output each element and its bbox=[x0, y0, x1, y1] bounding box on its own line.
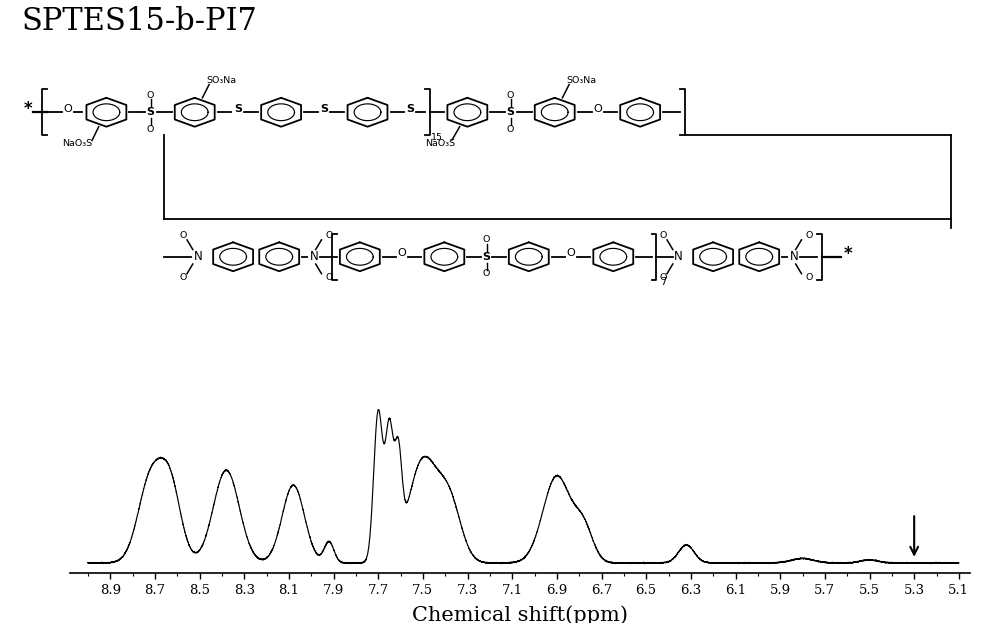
Text: O: O bbox=[180, 231, 187, 240]
Text: NaO₃S: NaO₃S bbox=[425, 139, 456, 148]
Text: O: O bbox=[483, 235, 490, 244]
Text: SPTES15-b-PI7: SPTES15-b-PI7 bbox=[22, 6, 258, 37]
Text: *: * bbox=[23, 100, 32, 118]
Text: O: O bbox=[325, 231, 333, 240]
Text: N: N bbox=[309, 250, 318, 264]
Text: N: N bbox=[789, 250, 798, 264]
Text: O: O bbox=[660, 273, 667, 282]
Text: O: O bbox=[398, 248, 406, 258]
Text: S: S bbox=[234, 104, 242, 114]
Text: N: N bbox=[194, 250, 203, 264]
Text: O: O bbox=[180, 273, 187, 282]
Text: O: O bbox=[325, 273, 333, 282]
Text: O: O bbox=[147, 91, 154, 100]
Text: S: S bbox=[507, 107, 515, 117]
Text: SO₃Na: SO₃Na bbox=[567, 77, 597, 85]
Text: SO₃Na: SO₃Na bbox=[207, 77, 237, 85]
Text: O: O bbox=[483, 269, 490, 278]
Text: S: S bbox=[147, 107, 155, 117]
X-axis label: Chemical shift(ppm): Chemical shift(ppm) bbox=[412, 605, 628, 623]
Text: 15: 15 bbox=[431, 133, 443, 142]
Text: S: S bbox=[407, 104, 415, 114]
Text: 7: 7 bbox=[660, 277, 666, 287]
Text: S: S bbox=[483, 252, 491, 262]
Text: N: N bbox=[674, 250, 683, 264]
Text: O: O bbox=[805, 273, 813, 282]
Text: O: O bbox=[64, 103, 72, 113]
Text: O: O bbox=[805, 231, 813, 240]
Text: O: O bbox=[147, 125, 154, 133]
Text: NaO₃S: NaO₃S bbox=[63, 139, 93, 148]
Text: O: O bbox=[507, 91, 514, 100]
Text: O: O bbox=[594, 103, 602, 113]
Text: S: S bbox=[320, 104, 328, 114]
Text: O: O bbox=[507, 125, 514, 133]
Text: *: * bbox=[843, 245, 852, 263]
Text: O: O bbox=[567, 248, 575, 258]
Text: O: O bbox=[660, 231, 667, 240]
